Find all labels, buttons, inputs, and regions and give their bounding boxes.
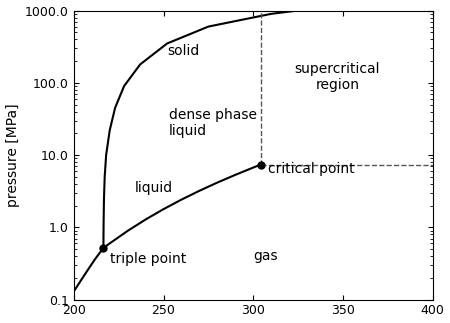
Y-axis label: pressure [MPa]: pressure [MPa] (5, 103, 19, 207)
Text: solid: solid (167, 44, 199, 57)
Text: supercritical
region: supercritical region (295, 62, 380, 92)
Text: dense phase
liquid: dense phase liquid (169, 108, 257, 138)
Text: gas: gas (253, 249, 278, 263)
Text: critical point: critical point (267, 162, 354, 176)
Text: liquid: liquid (135, 181, 173, 195)
Text: triple point: triple point (110, 252, 186, 266)
